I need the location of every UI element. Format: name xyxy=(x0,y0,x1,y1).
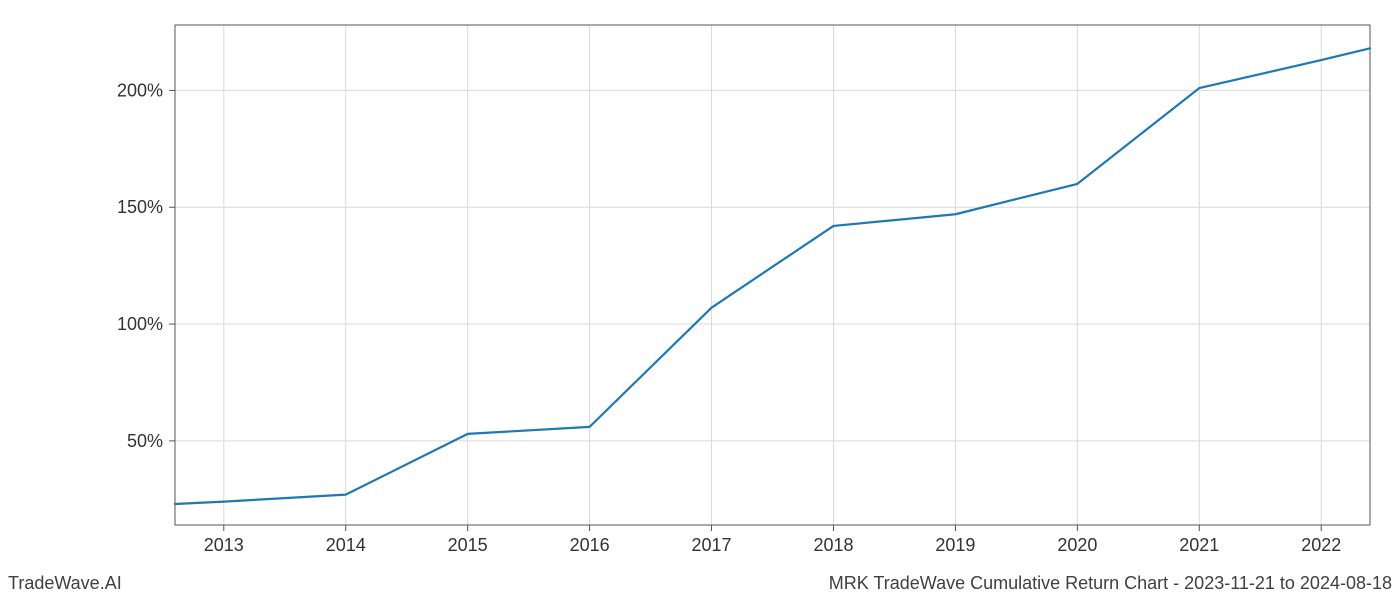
x-tick-label: 2013 xyxy=(204,535,244,555)
x-tick-label: 2016 xyxy=(570,535,610,555)
x-tick-label: 2021 xyxy=(1179,535,1219,555)
x-tick-label: 2015 xyxy=(448,535,488,555)
chart-container: 2013 2014 2015 2016 2017 2018 2019 2020 2021 2022… xyxy=(0,0,1400,600)
x-tick-label: 2019 xyxy=(935,535,975,555)
x-tick-label: 2018 xyxy=(813,535,853,555)
y-tick-label: 200% xyxy=(117,80,163,100)
x-tick-label: 2022 xyxy=(1301,535,1341,555)
y-tick-label: 150% xyxy=(117,197,163,217)
footer-left-label: TradeWave.AI xyxy=(8,573,122,594)
x-tick-label: 2020 xyxy=(1057,535,1097,555)
line-chart-svg: 2013 2014 2015 2016 2017 2018 2019 2020 2021 2022… xyxy=(0,0,1400,600)
x-tick-label: 2014 xyxy=(326,535,366,555)
x-tick-label: 2017 xyxy=(692,535,732,555)
y-tick-label: 50% xyxy=(127,431,163,451)
footer-right-label: MRK TradeWave Cumulative Return Chart - … xyxy=(829,573,1392,594)
y-tick-label: 100% xyxy=(117,314,163,334)
